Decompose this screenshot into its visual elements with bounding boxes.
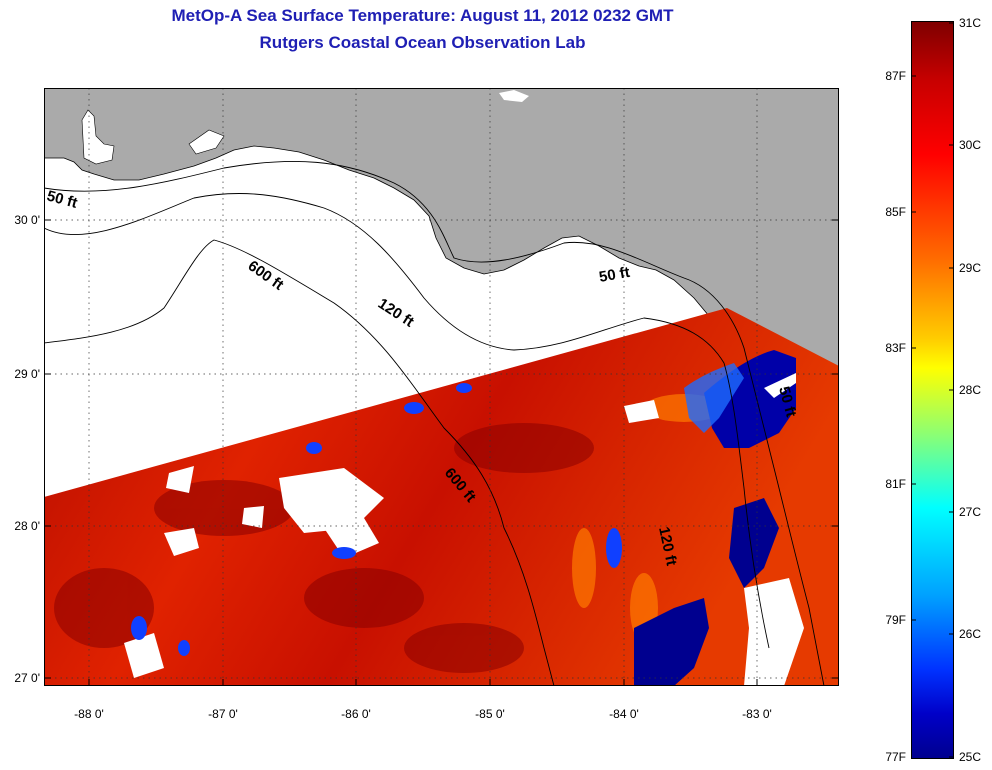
celsius-label: 30C: [959, 138, 982, 152]
cloud-gap: [764, 373, 796, 398]
warm-patch: [454, 423, 594, 473]
cold-speckle: [178, 640, 190, 656]
celsius-label: 27C: [959, 505, 982, 519]
fahrenheit-label: 79F: [885, 613, 906, 627]
celsius-label: 25C: [959, 750, 982, 764]
cold-speckle: [456, 383, 472, 393]
y-tick-label: 30 0': [14, 213, 40, 227]
map-title: MetOp-A Sea Surface Temperature: August …: [171, 6, 674, 25]
cold-speckle: [131, 616, 147, 640]
cold-water-mid: [729, 498, 779, 588]
cold-water-north: [704, 350, 796, 448]
map-subtitle: Rutgers Coastal Ocean Observation Lab: [259, 33, 586, 52]
cold-water-edge: [684, 363, 744, 433]
contour-600ft: [44, 239, 555, 686]
cloud-gap: [124, 633, 164, 678]
cold-speckle: [606, 528, 622, 568]
map-frame: [44, 88, 839, 686]
cloud-gap: [242, 506, 264, 528]
x-tick-label: -87 0': [208, 707, 238, 721]
fahrenheit-label: 81F: [885, 477, 906, 491]
x-tick-label: -85 0': [475, 707, 505, 721]
y-tick-label: 28 0': [14, 519, 40, 533]
contour-label: 50 ft: [598, 264, 631, 286]
warm-patch: [54, 568, 154, 648]
fahrenheit-label: 85F: [885, 205, 906, 219]
cold-speckle: [306, 442, 322, 454]
x-tick-label: -86 0': [341, 707, 371, 721]
y-tick-label: 27 0': [14, 671, 40, 685]
cloud-gap: [166, 466, 194, 493]
cloud-gap: [624, 400, 659, 423]
inland-lake: [499, 90, 529, 102]
contour-50ft: [44, 160, 825, 686]
sst-map: 50 ft 600 ft 120 ft 50 ft 600 ft 120 ft …: [44, 88, 839, 686]
y-tick-label: 29 0': [14, 367, 40, 381]
celsius-label: 29C: [959, 261, 982, 275]
warm-patch: [304, 568, 424, 628]
contour-120ft: [44, 193, 770, 649]
warm-patch: [404, 623, 524, 673]
pensacola-bay: [188, 129, 225, 155]
celsius-label: 31C: [959, 16, 982, 30]
cold-speckle: [404, 402, 424, 414]
fahrenheit-label: 83F: [885, 341, 906, 355]
cool-edge: [572, 528, 596, 608]
x-tick-label: -83 0': [742, 707, 772, 721]
cloud-gap: [279, 468, 384, 533]
x-tick-label: -84 0': [609, 707, 639, 721]
cold-water-south: [634, 598, 709, 686]
fahrenheit-label: 77F: [885, 750, 906, 764]
celsius-label: 26C: [959, 627, 982, 641]
celsius-label: 28C: [959, 383, 982, 397]
cold-speckle: [332, 547, 356, 559]
cloud-gap: [164, 528, 199, 556]
cloud-gap: [744, 578, 804, 686]
mobile-bay: [81, 109, 115, 165]
x-tick-label: -88 0': [74, 707, 104, 721]
fahrenheit-label: 87F: [885, 69, 906, 83]
